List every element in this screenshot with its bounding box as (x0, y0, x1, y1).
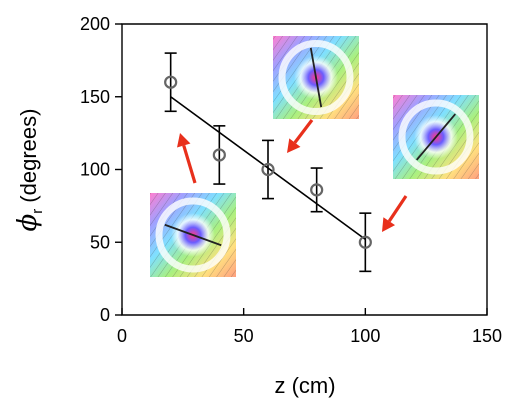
ticks (115, 23, 488, 316)
vortex-beam-profile-icon (150, 193, 236, 277)
data-point (261, 162, 275, 177)
data-point (358, 235, 372, 249)
y-axis-title: ϕr (degrees) (13, 109, 46, 232)
data-point (310, 183, 324, 197)
y-tick-label: 100 (80, 160, 110, 180)
error-bar (164, 52, 177, 113)
inset-arrows (177, 119, 408, 232)
y-axis-unit: (degrees) (16, 109, 41, 203)
y-tick-label: 200 (80, 14, 110, 34)
vortex-beam-profile-icon (393, 95, 479, 179)
error-bar (359, 212, 372, 273)
x-tick-label: 50 (234, 326, 254, 346)
y-axis-symbol: ϕ (13, 213, 43, 231)
y-tick-label: 0 (100, 305, 110, 325)
x-tick-label: 0 (117, 326, 127, 346)
red-arrow-icon (287, 119, 314, 153)
x-tick-label: 150 (472, 326, 502, 346)
y-tick-label: 50 (90, 232, 110, 252)
red-arrow-icon (382, 195, 408, 232)
data-points (164, 75, 372, 249)
vortex-beam-profile-icon (273, 36, 359, 119)
error-bars (164, 52, 372, 273)
tick-labels: 0 50 100 150 0 50 100 150 200 (80, 14, 502, 346)
data-point (164, 75, 178, 89)
x-axis-title: z (cm) (274, 373, 335, 398)
error-bar (213, 125, 226, 185)
inset-images (150, 36, 479, 277)
error-bar (262, 139, 274, 200)
y-axis-subscript: r (29, 209, 46, 214)
x-tick-label: 100 (350, 326, 380, 346)
y-tick-label: 150 (80, 87, 110, 107)
red-arrow-icon (177, 133, 197, 184)
error-bar (310, 167, 323, 213)
data-point (212, 148, 226, 162)
